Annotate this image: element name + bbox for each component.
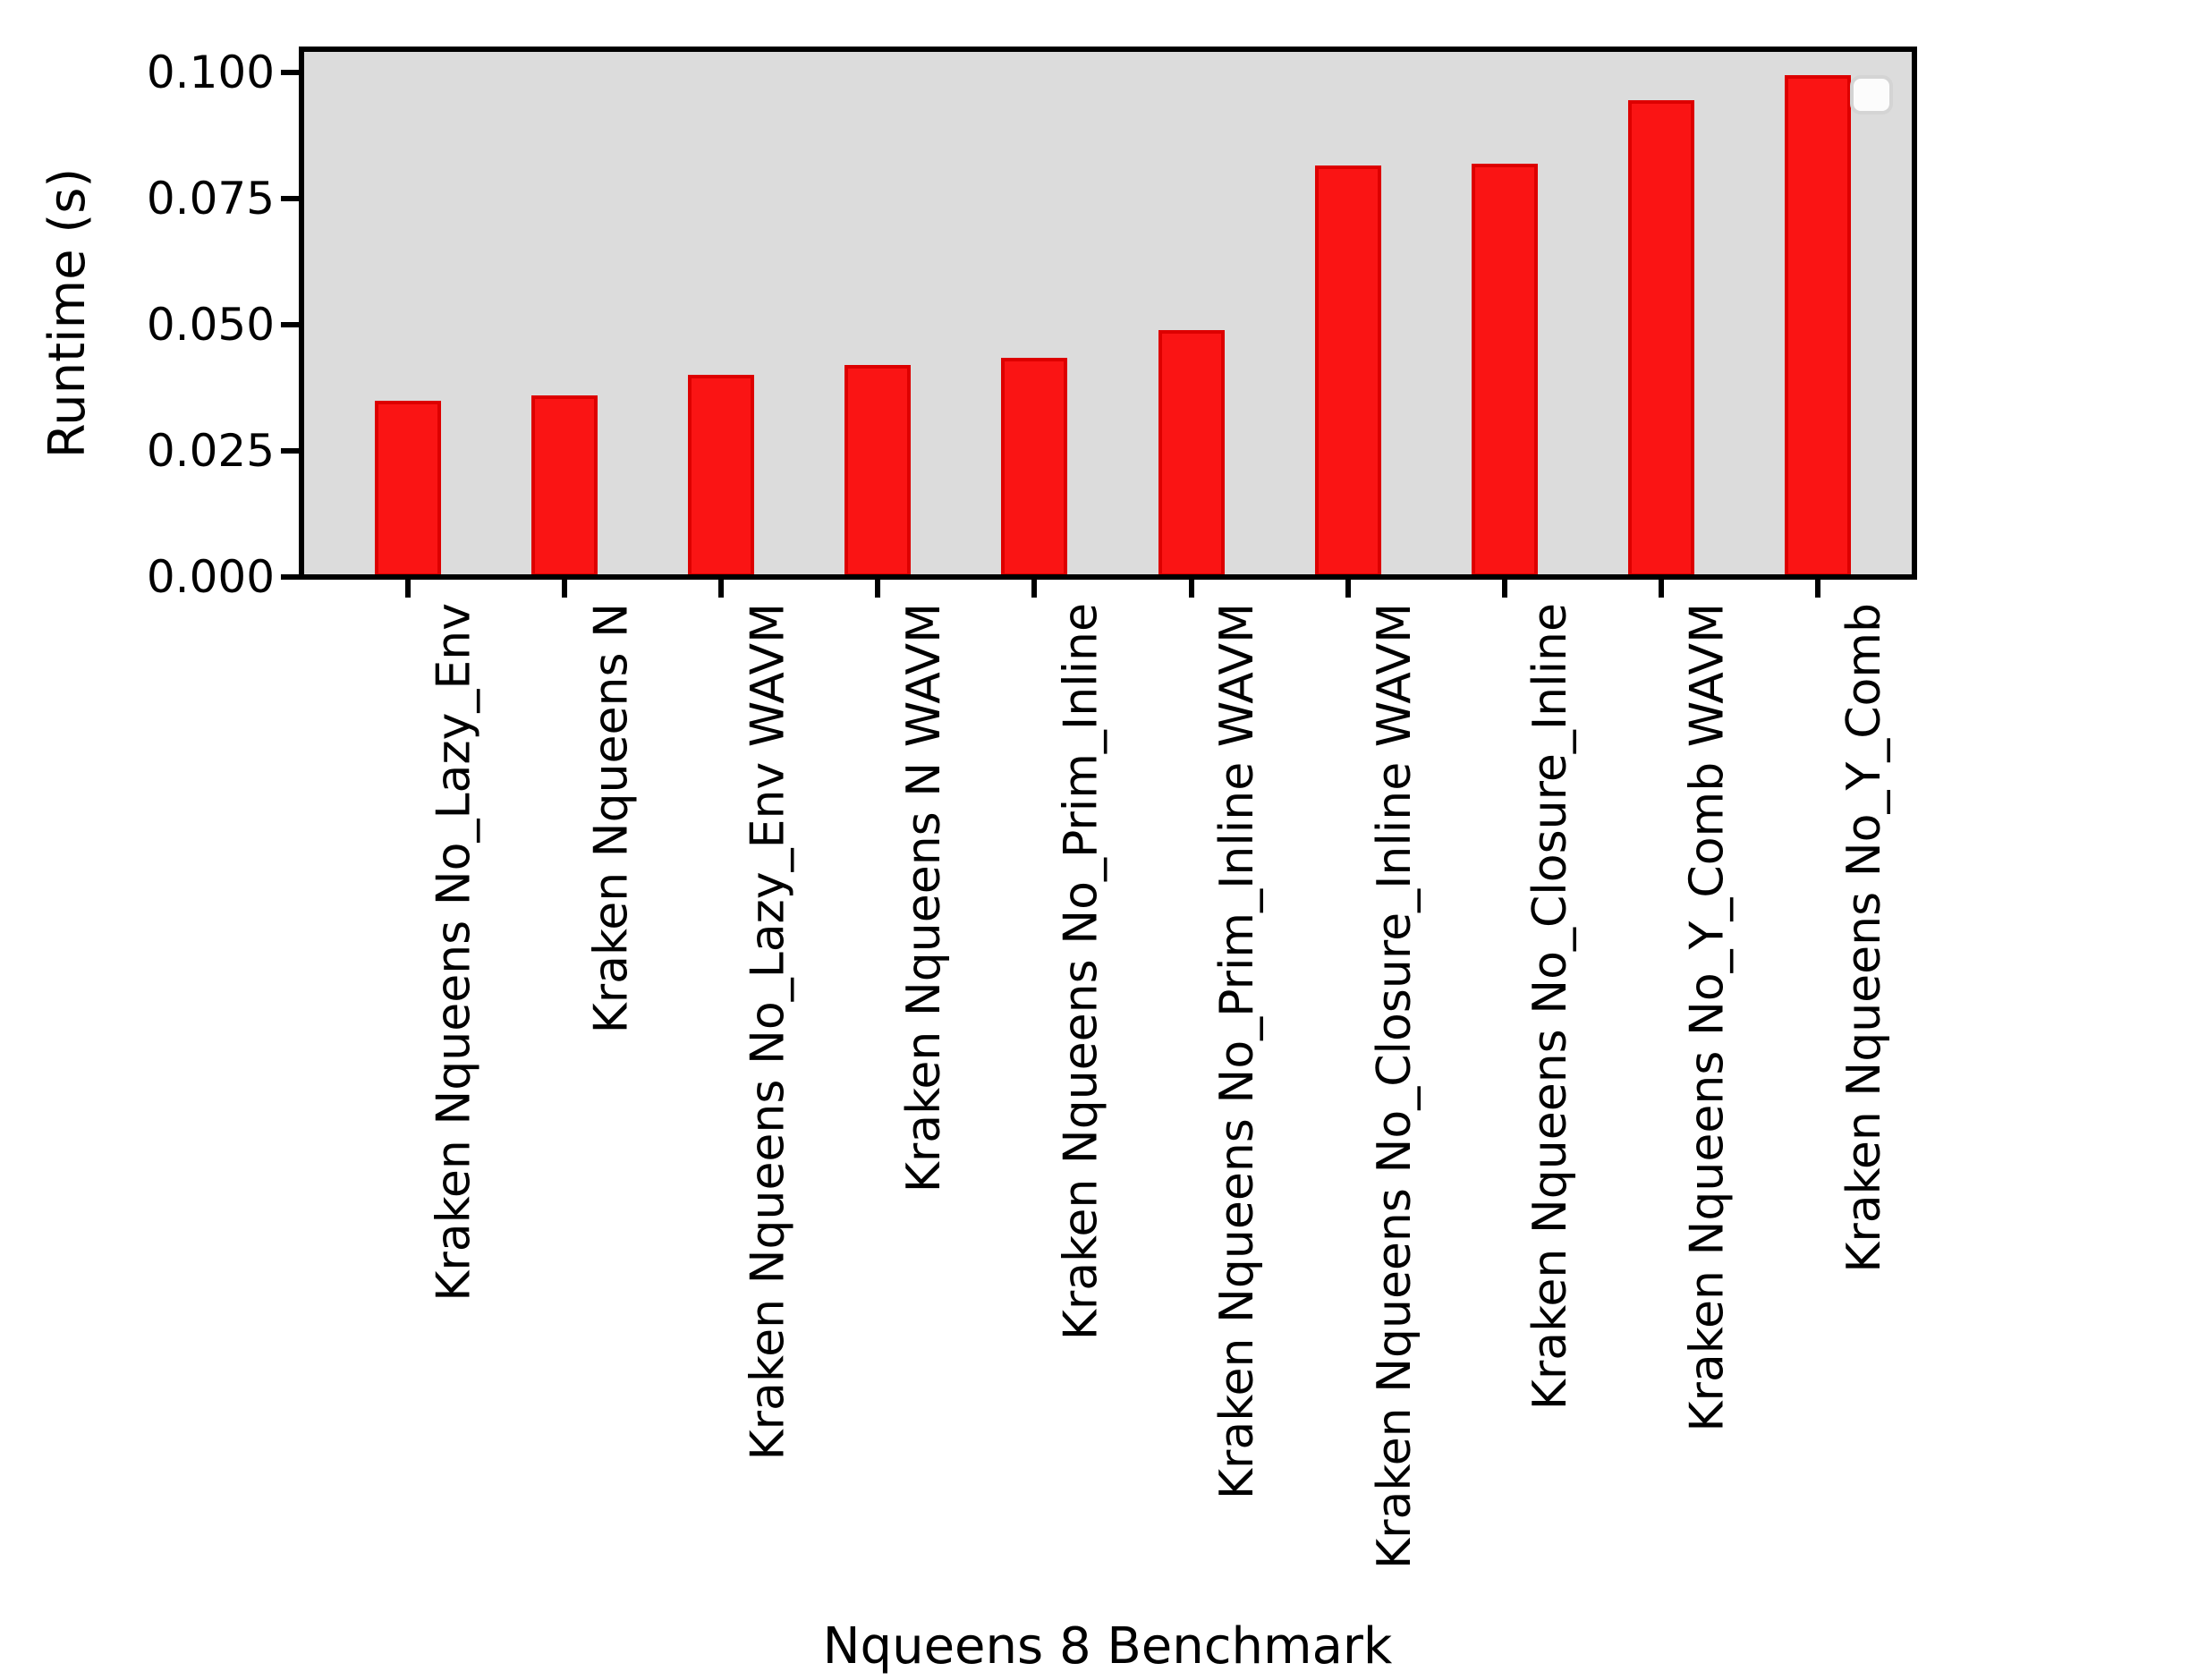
- bar: [1314, 165, 1381, 577]
- x-tick-mark: [875, 580, 881, 598]
- y-tick-mark: [281, 448, 299, 454]
- x-tick-label: Kraken Nqueens No_Closure_Inline: [1523, 603, 1578, 1411]
- x-tick-mark: [1814, 580, 1820, 598]
- y-tick-mark: [281, 196, 299, 201]
- y-tick-mark: [281, 322, 299, 327]
- x-tick-mark: [718, 580, 725, 598]
- x-tick-label: Kraken Nqueens No_Y_Comb: [1837, 603, 1891, 1273]
- y-axis-title: Runtime (s): [38, 167, 97, 459]
- y-tick-label: 0.000: [146, 551, 275, 603]
- bar: [1784, 74, 1851, 577]
- x-tick-label: Kraken Nqueens N: [584, 603, 639, 1034]
- y-tick-mark: [281, 70, 299, 75]
- y-tick-label: 0.100: [146, 47, 275, 98]
- bar: [688, 375, 755, 577]
- x-tick-mark: [1345, 580, 1351, 598]
- x-tick-label: Kraken Nqueens N WAVM: [897, 603, 952, 1193]
- x-tick-mark: [1658, 580, 1664, 598]
- x-tick-label: Kraken Nqueens No_Prim_Inline WAVM: [1210, 603, 1265, 1500]
- x-axis-title: Nqueens 8 Benchmark: [822, 1617, 1393, 1676]
- legend-box: [1850, 75, 1893, 115]
- axis-spine-right: [1912, 47, 1917, 580]
- x-tick-label: Kraken Nqueens No_Lazy_Env WAVM: [741, 603, 795, 1461]
- x-tick-label: Kraken Nqueens No_Prim_Inline: [1054, 603, 1108, 1341]
- x-tick-mark: [405, 580, 411, 598]
- bar: [1471, 163, 1538, 577]
- x-tick-mark: [562, 580, 568, 598]
- y-tick-mark: [281, 574, 299, 580]
- x-tick-mark: [1501, 580, 1507, 598]
- bar: [375, 400, 441, 577]
- bar: [1158, 329, 1225, 577]
- axis-spine-left: [299, 47, 304, 580]
- x-tick-mark: [1188, 580, 1194, 598]
- y-tick-label: 0.075: [146, 173, 275, 225]
- y-tick-label: 0.025: [146, 425, 275, 477]
- bar: [844, 365, 912, 577]
- x-tick-mark: [1031, 580, 1038, 598]
- x-tick-label: Kraken Nqueens No_Lazy_Env: [428, 603, 481, 1302]
- axis-spine-top: [299, 47, 1917, 52]
- x-tick-label: Kraken Nqueens No_Y_Comb WAVM: [1680, 603, 1735, 1432]
- y-tick-label: 0.050: [146, 299, 275, 351]
- bar: [1627, 100, 1694, 577]
- axis-spine-bottom: [299, 574, 1917, 580]
- bar: [531, 395, 598, 577]
- bar: [1001, 357, 1068, 577]
- x-tick-label: Kraken Nqueens No_Closure_Inline WAVM: [1367, 603, 1421, 1569]
